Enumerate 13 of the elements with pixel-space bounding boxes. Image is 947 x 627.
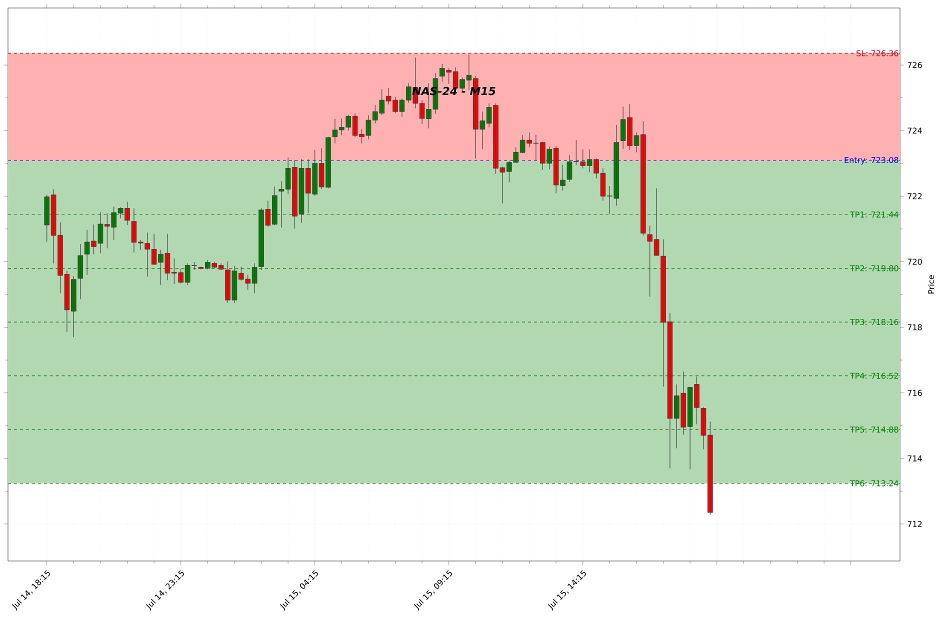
y-tick-label: 714	[908, 455, 922, 462]
y-tick-label: 724	[908, 128, 922, 134]
y-tick-label: 722	[908, 193, 922, 200]
y-tick-label: 720	[908, 258, 922, 265]
ref-line-label: TP5: 714.88	[850, 426, 898, 433]
y-tick-label: 726	[908, 62, 922, 68]
ref-line-label: Entry: 723.08	[844, 156, 898, 165]
y-tick-label: 716	[908, 390, 922, 396]
ref-line-label: TP3: 718.16	[850, 319, 898, 326]
y-tick-label: 712	[908, 520, 922, 527]
y-axis-title: Price	[928, 275, 934, 294]
y-tick-label: 718	[908, 324, 922, 330]
ref-line-label: TP1: 721.44	[850, 212, 898, 218]
